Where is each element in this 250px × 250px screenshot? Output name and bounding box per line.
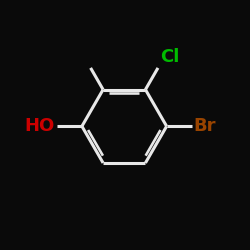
Text: Br: Br [194, 117, 216, 135]
Text: Cl: Cl [160, 48, 179, 66]
Text: HO: HO [25, 117, 55, 135]
